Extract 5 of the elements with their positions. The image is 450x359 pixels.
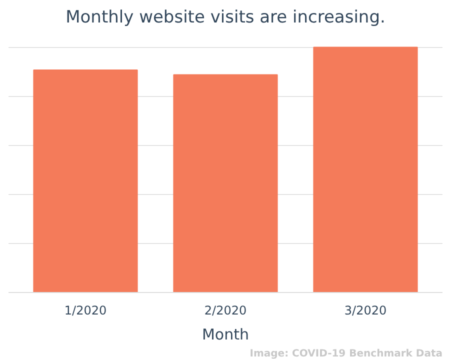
x-axis-title: Month (202, 326, 250, 344)
x-tick-label: 2/2020 (204, 304, 247, 318)
x-tick-label: 3/2020 (344, 304, 387, 318)
chart-title: Monthly website visits are increasing. (66, 8, 386, 28)
x-tick-label: 1/2020 (64, 304, 107, 318)
